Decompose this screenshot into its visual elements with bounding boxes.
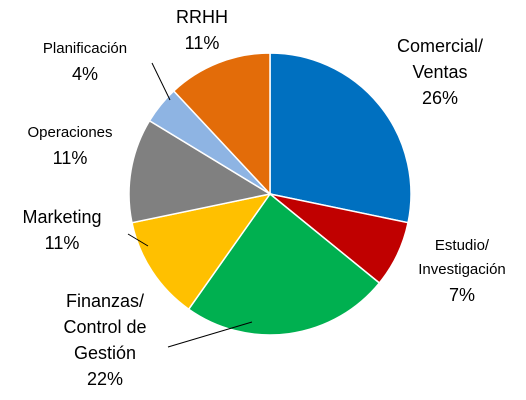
value-label: 26%	[421, 88, 459, 108]
value-label: 11%	[44, 233, 80, 253]
category-label: RRHH	[176, 7, 228, 27]
category-label: Marketing	[22, 207, 102, 227]
slice-label: Comercial/ Ventas 26%	[397, 33, 483, 111]
slice-label: RRHH 11%	[176, 4, 228, 56]
slice-label: Estudio/ Investigación 7%	[418, 234, 506, 308]
slice-label: Finanzas/ Control de Gestión 22%	[63, 288, 146, 392]
leader-line	[151, 62, 171, 101]
value-label: 11%	[52, 148, 88, 168]
category-label: Estudio/ Investigación	[418, 237, 506, 278]
slices	[128, 52, 412, 336]
category-label: Comercial/ Ventas	[396, 36, 484, 82]
value-label: 4%	[71, 64, 98, 84]
value-label: 22%	[86, 369, 124, 389]
slice-label: Marketing 11%	[22, 204, 101, 256]
pie-slice	[128, 119, 273, 224]
pie-slice	[131, 192, 272, 311]
leader-line	[127, 233, 149, 247]
slice-label: Planificación 4%	[43, 37, 127, 87]
category-label: Finanzas/ Control de Gestión	[63, 291, 147, 363]
pie-slice	[269, 52, 412, 224]
slice-label: Operaciones 11%	[27, 121, 112, 171]
category-label: Operaciones	[27, 124, 113, 141]
category-label: Planificación	[42, 40, 128, 57]
leader-line	[167, 321, 253, 348]
value-label: 11%	[184, 33, 220, 53]
pie-slice	[172, 52, 271, 196]
value-label: 7%	[448, 285, 475, 305]
pie-slice	[187, 192, 381, 336]
